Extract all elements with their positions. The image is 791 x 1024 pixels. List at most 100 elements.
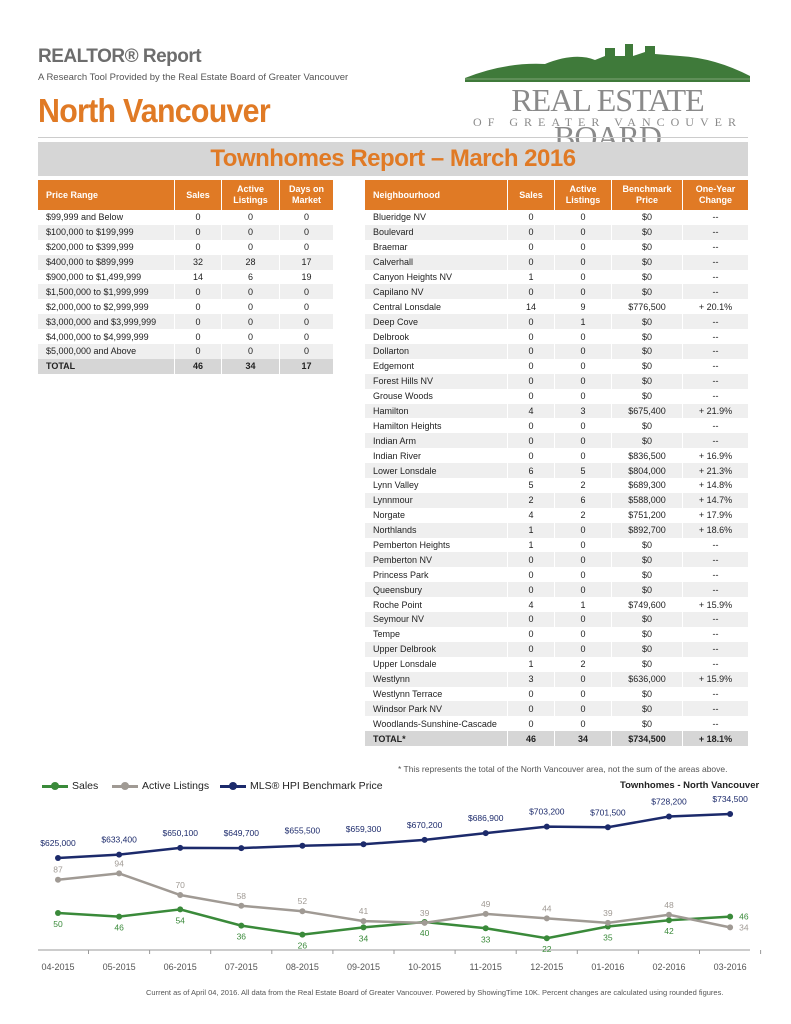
sales-data-label: 42 (664, 926, 674, 936)
table-cell: 0 (303, 212, 309, 223)
benchmark-price-point (543, 823, 550, 830)
table-row: Capilano NV 0 0 $0 -- (365, 284, 748, 300)
sales-point (238, 922, 245, 929)
table-cell: $0 (641, 718, 652, 729)
table-cell: $675,400 (612, 403, 682, 419)
table-row: Northlands 1 0 $892,700 + 18.6% (365, 522, 748, 538)
table-cell: 1 (508, 522, 554, 538)
table-cell: -- (712, 569, 719, 580)
table-cell: 2 (580, 480, 586, 491)
table-cell: 0 (508, 641, 554, 657)
sales-line (57, 908, 731, 940)
sales-point (543, 935, 550, 942)
table-cell: -- (712, 361, 719, 372)
table-cell: 0 (555, 224, 611, 240)
table-cell: 0 (580, 569, 586, 580)
table-cell: $0 (641, 659, 652, 670)
table-cell: $776,500 (628, 301, 666, 312)
active-listings-point (604, 919, 611, 926)
table-cell: Deep Cove (365, 314, 507, 330)
table-cell: + 14.7% (683, 492, 748, 508)
table-cell: $0 (612, 344, 682, 359)
table-cell: 0 (195, 301, 201, 312)
table-cell: $0 (641, 688, 652, 699)
table-cell: Lynnmour (365, 492, 507, 508)
table-row: Dollarton 0 0 $0 -- (365, 344, 748, 359)
table-cell: 0 (280, 224, 333, 240)
table-cell: $751,200 (628, 510, 666, 521)
table-cell: + 14.8% (698, 480, 733, 491)
table-cell: 0 (555, 433, 611, 449)
benchmark-price-data-label: $655,500 (285, 826, 321, 836)
benchmark-price-data-label: $633,400 (101, 835, 137, 845)
table-cell: 0 (508, 373, 554, 389)
table-row: Lynn Valley 5 2 $689,300 + 14.8% (365, 478, 748, 493)
table-cell: 0 (555, 344, 611, 359)
table-cell: $0 (641, 569, 652, 580)
table-cell: Queensbury (365, 582, 507, 598)
table-cell: $99,999 and Below (46, 212, 124, 223)
table-cell: $0 (641, 540, 652, 551)
table-row: Boulevard 0 0 $0 -- (365, 224, 748, 240)
active-listings-point (238, 902, 245, 909)
table-cell: 6 (555, 492, 611, 508)
table-cell: 14 (192, 272, 203, 282)
table-cell: 0 (580, 242, 586, 253)
table-cell: 0 (555, 254, 611, 270)
table-cell: Norgate (373, 510, 406, 521)
table-cell: Upper Delbrook (365, 641, 507, 657)
x-tick-label: 01-2016 (591, 962, 624, 972)
benchmark-price-point (360, 841, 367, 848)
table-cell: Hamilton (365, 403, 507, 419)
price-swatch-icon (220, 782, 246, 790)
table-cell: Indian Arm (365, 433, 507, 449)
table-cell: $0 (641, 361, 652, 372)
benchmark-price-line (57, 812, 731, 860)
legend-benchmark-price: MLS® HPI Benchmark Price (220, 780, 383, 792)
table-cell: -- (683, 284, 748, 300)
table-cell: Northlands (365, 522, 507, 538)
table-row: $400,000 to $899,999 32 28 17 (38, 254, 333, 270)
active-listings-data-label: 49 (481, 899, 491, 909)
table-row: Delbrook 0 0 $0 -- (365, 329, 748, 344)
table-row: Windsor Park NV 0 0 $0 -- (365, 701, 748, 717)
legend-sales: Sales (42, 780, 98, 792)
table-cell: Lynn Valley (373, 480, 419, 491)
table-cell: $5,000,000 and Above (38, 344, 174, 359)
table-cell: -- (683, 641, 748, 657)
table-row: Central Lonsdale 14 9 $776,500 + 20.1% (365, 299, 748, 314)
x-tick-label: 07-2015 (225, 962, 258, 972)
active-listings-line (57, 872, 731, 929)
sales-point (177, 906, 184, 913)
legend-label: MLS® HPI Benchmark Price (250, 780, 383, 792)
table-cell: Dollarton (365, 344, 507, 359)
table-row: Pemberton NV 0 0 $0 -- (365, 552, 748, 568)
table-cell: 0 (222, 224, 279, 240)
active-listings-point (116, 870, 123, 877)
benchmark-price-data-label: $703,200 (529, 807, 565, 817)
table-cell: $689,300 (628, 480, 666, 491)
table-cell: + 15.9% (698, 599, 733, 610)
table-row: Westlynn Terrace 0 0 $0 -- (365, 687, 748, 702)
table-row: $99,999 and Below 0 0 0 (38, 210, 333, 225)
benchmark-price-point (421, 836, 428, 843)
table-cell: -- (712, 242, 719, 253)
x-tick-label: 08-2015 (286, 962, 319, 972)
col-neighbourhood: Neighbourhood (365, 180, 507, 210)
table-cell: Roche Point (373, 599, 423, 610)
table-cell: $0 (612, 582, 682, 598)
table-cell: Princess Park (373, 569, 429, 580)
table-cell: $588,000 (612, 492, 682, 508)
active-listings-point (360, 918, 367, 925)
table-cell: Boulevard (365, 224, 507, 240)
table-cell: $0 (612, 641, 682, 657)
x-tick-label: 12-2015 (530, 962, 563, 972)
sales-data-label: 33 (481, 934, 491, 944)
table-cell: 5 (555, 463, 611, 479)
table-cell: Calverhall (365, 254, 507, 270)
total-footnote: * This represents the total of the North… (398, 764, 728, 774)
table-cell: 0 (580, 331, 586, 342)
table-cell: + 21.3% (683, 463, 748, 479)
active-listings-point (55, 876, 61, 883)
benchmark-price-point (177, 844, 184, 851)
